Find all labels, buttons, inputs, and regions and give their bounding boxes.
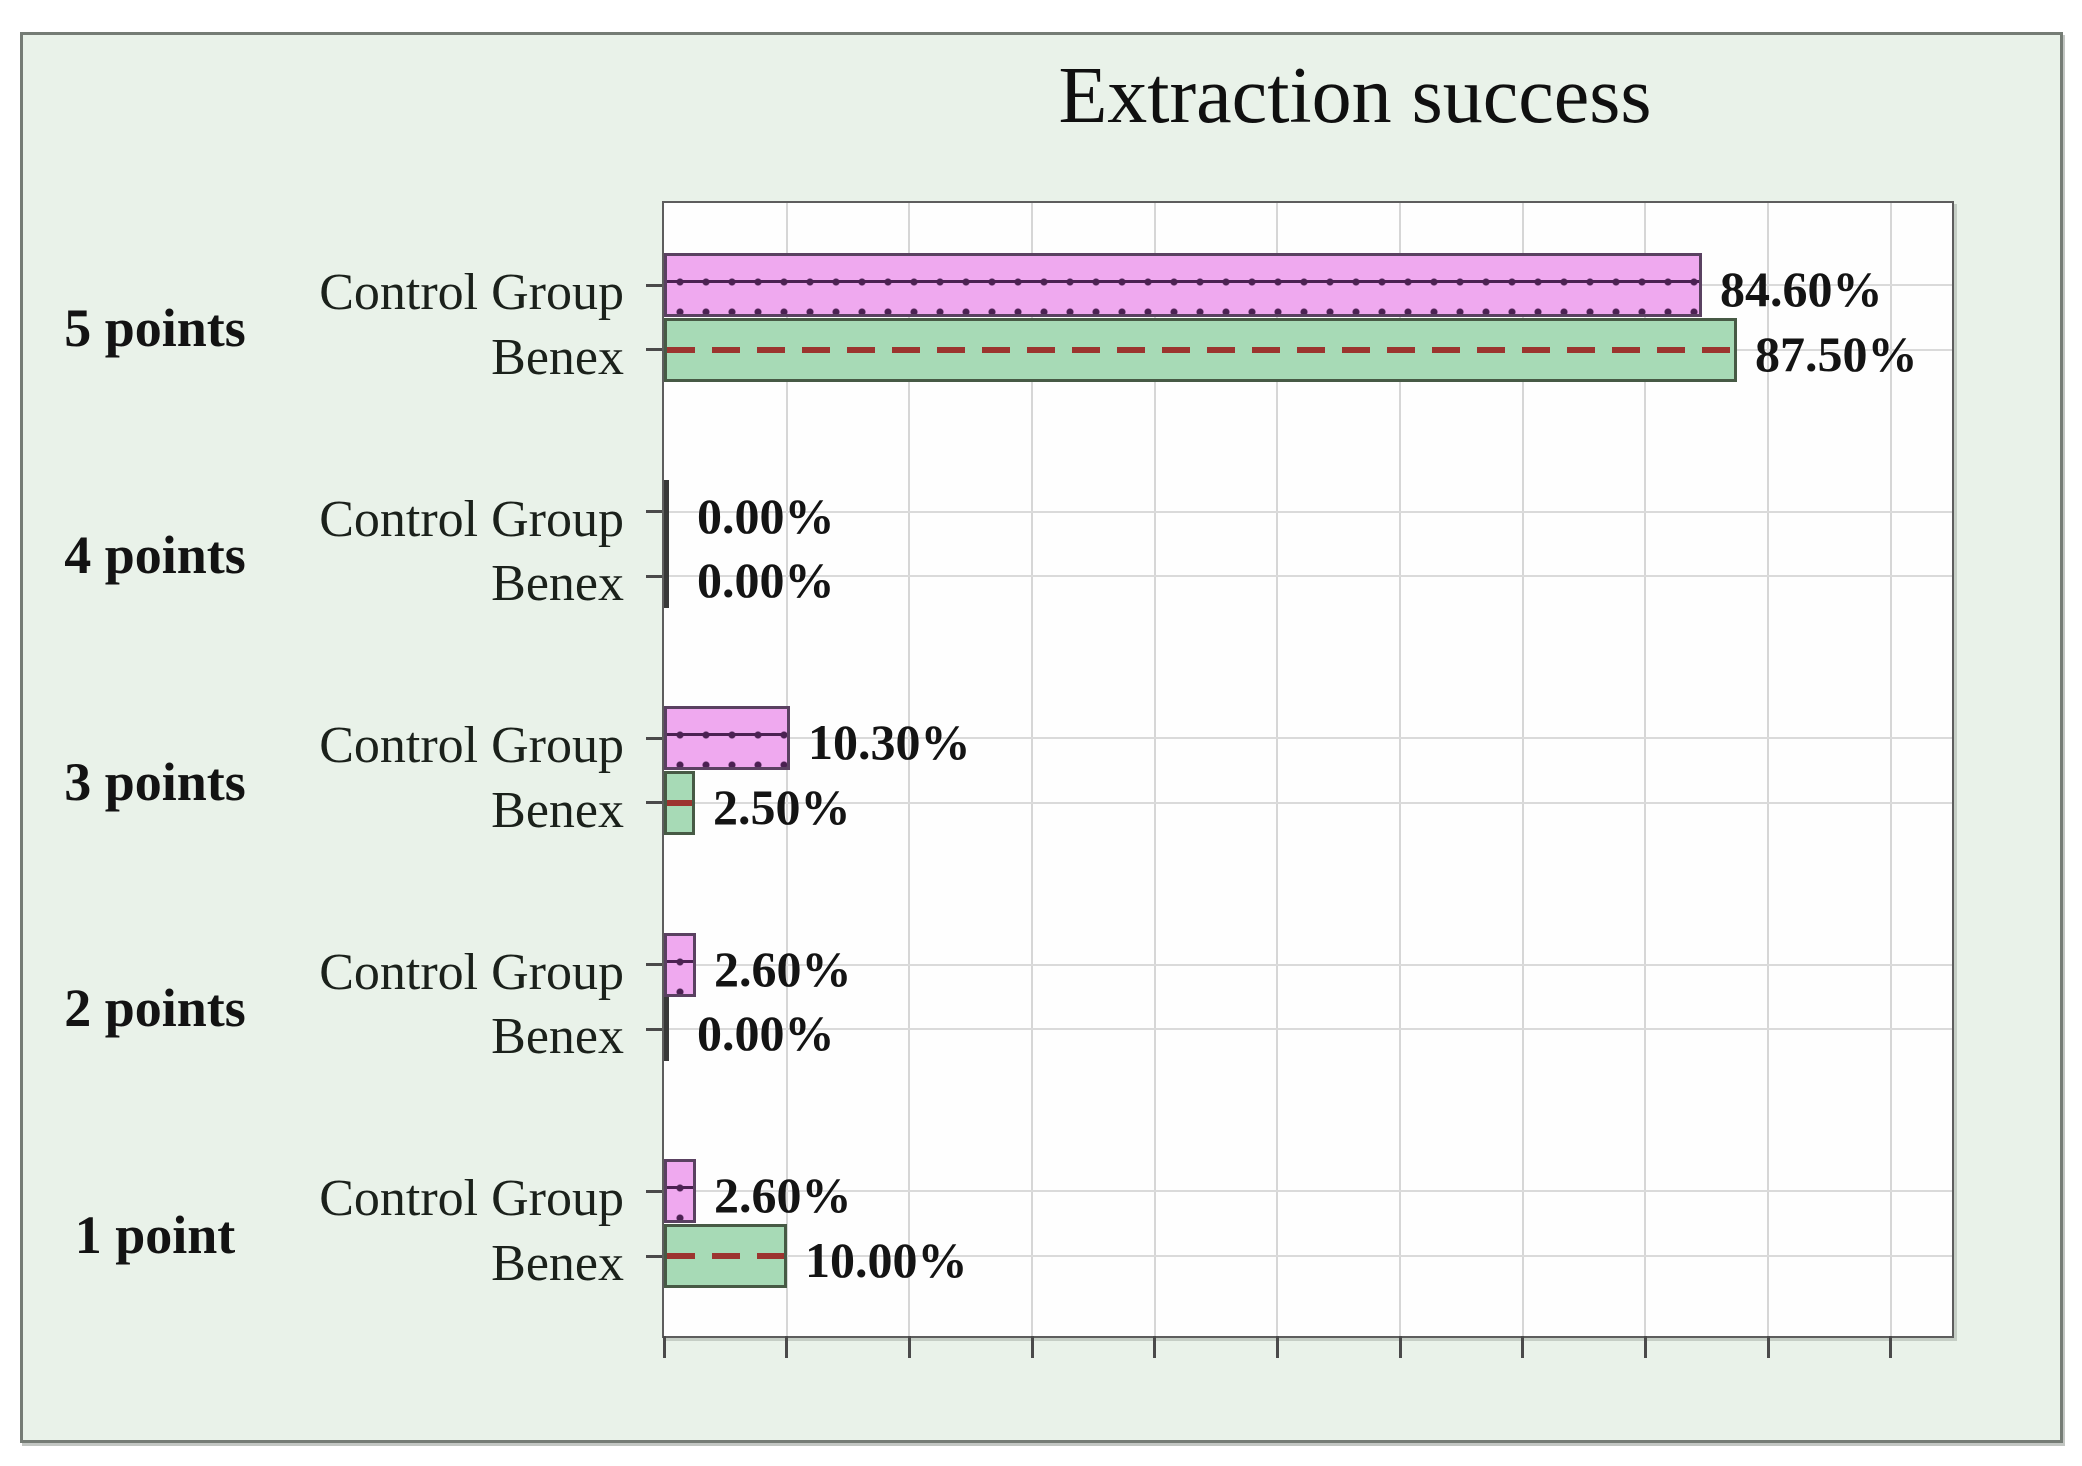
bar-value-label: 2.60%: [714, 1167, 852, 1224]
bar-value-label: 0.00%: [697, 1005, 835, 1062]
bar-value-label: 84.60%: [1720, 261, 1883, 317]
bar-benex: [664, 544, 669, 609]
value-axis-tick: [1766, 1336, 1770, 1358]
bar-value-label: 0.00%: [697, 552, 835, 609]
bar-value-label: 10.30%: [808, 714, 971, 771]
gridline-vertical: [1276, 203, 1279, 1336]
bar-value-label: 2.60%: [714, 940, 852, 997]
bar-value-label: 0.00%: [697, 487, 835, 544]
category-label-4-points: 4 points: [64, 524, 246, 585]
series-label-control-group: Control Group: [319, 490, 624, 548]
gridline-vertical: [1767, 203, 1769, 1336]
category-axis-tick: [646, 963, 662, 967]
value-axis-tick: [662, 1336, 666, 1358]
gridline-horizontal: [664, 737, 1952, 740]
gridline-horizontal: [664, 1255, 1952, 1257]
gridline-vertical: [1153, 203, 1156, 1336]
series-label-benex: Benex: [491, 781, 624, 839]
category-axis-tick: [646, 348, 662, 352]
series-label-benex: Benex: [491, 1008, 624, 1066]
gridline-vertical: [1031, 203, 1033, 1336]
category-label-3-points: 3 points: [64, 751, 246, 812]
series-label-control-group: Control Group: [319, 943, 624, 1001]
value-axis-tick: [1643, 1336, 1647, 1358]
category-axis-tick: [646, 510, 662, 514]
series-label-control-group: Control Group: [319, 264, 624, 321]
bar-control-group: [664, 479, 669, 544]
series-label-control-group: Control Group: [319, 1170, 624, 1228]
gridline-vertical: [1399, 203, 1401, 1336]
series-label-control-group: Control Group: [319, 717, 624, 775]
category-axis-tick: [646, 1189, 662, 1193]
bar-control-group: [664, 932, 696, 997]
gridline-vertical: [1889, 203, 1892, 1336]
gridline-vertical: [1521, 203, 1524, 1336]
category-label-5-points: 5 points: [64, 298, 246, 359]
bar-value-label: 2.50%: [713, 778, 851, 835]
gridline-horizontal: [664, 963, 1952, 966]
category-axis-tick: [646, 283, 662, 287]
category-label-1-point: 1 point: [74, 1204, 236, 1265]
gridline-horizontal: [664, 1190, 1952, 1193]
category-axis-tick: [646, 801, 662, 805]
bar-benex: [664, 317, 1737, 382]
category-axis-tick: [646, 736, 662, 740]
value-axis-tick: [785, 1336, 789, 1358]
bar-benex: [664, 1224, 787, 1288]
category-label-2-points: 2 points: [64, 978, 246, 1039]
bar-control-group: [664, 253, 1702, 317]
gridline-vertical: [908, 203, 911, 1336]
bar-control-group: [664, 706, 790, 771]
bar-value-label: 87.50%: [1755, 325, 1918, 382]
bar-benex: [664, 997, 669, 1062]
category-axis-tick: [646, 1254, 662, 1258]
value-axis-tick: [1153, 1336, 1157, 1358]
category-axis-tick: [646, 574, 662, 578]
chart-title: Extraction success: [1058, 52, 1652, 140]
value-axis-tick: [1521, 1336, 1525, 1358]
gridline-horizontal: [664, 510, 1952, 513]
value-axis-tick: [1030, 1336, 1034, 1358]
gridline-vertical: [1644, 203, 1647, 1336]
value-axis-tick: [1889, 1336, 1893, 1358]
bar-control-group: [664, 1159, 696, 1224]
series-label-benex: Benex: [491, 328, 624, 386]
bar-benex: [664, 770, 695, 835]
value-axis-tick: [1398, 1336, 1402, 1358]
value-axis-tick: [907, 1336, 911, 1358]
gridline-horizontal: [664, 1028, 1952, 1031]
category-axis-tick: [646, 1027, 662, 1031]
gridline-horizontal: [664, 575, 1952, 578]
bar-value-label: 10.00%: [805, 1232, 968, 1288]
series-label-benex: Benex: [491, 555, 624, 613]
series-label-benex: Benex: [491, 1235, 624, 1292]
plot-area: 84.60% 87.50% 0.00% 0.00% 10.30% 2.50% 2.60% 0.…: [646, 201, 1954, 1358]
value-axis-tick: [1275, 1336, 1279, 1358]
gridline-horizontal: [664, 801, 1952, 804]
